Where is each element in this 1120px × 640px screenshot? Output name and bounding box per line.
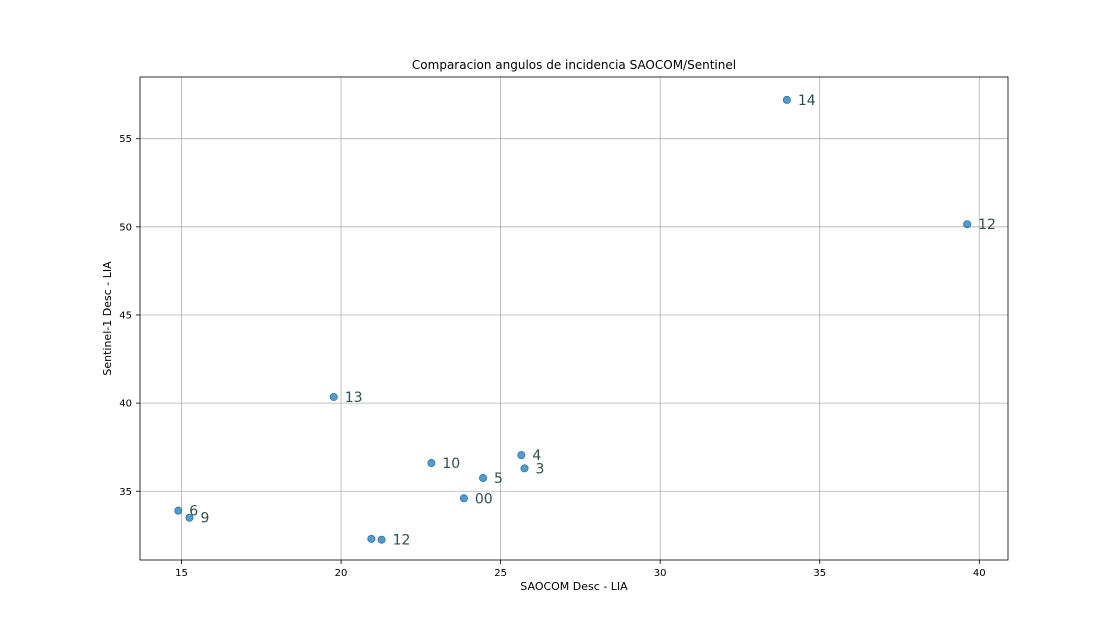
point-label: 00 bbox=[475, 491, 493, 507]
scatter-point bbox=[782, 95, 791, 104]
x-tick-label: 25 bbox=[494, 568, 507, 579]
y-axis-label: Sentinel-1 Desc - LIA bbox=[101, 261, 114, 376]
y-tick-label: 35 bbox=[119, 487, 132, 498]
scatter-point bbox=[963, 220, 972, 229]
plot-frame bbox=[139, 76, 1009, 561]
scatter-point bbox=[427, 459, 436, 468]
point-labels: 14 12 13 10 43 500 6 9 12 bbox=[189, 93, 996, 549]
point-label: 13 bbox=[345, 390, 363, 406]
y-tick-label: 45 bbox=[119, 310, 132, 321]
point-label: 14 bbox=[798, 93, 816, 109]
x-tick-label: 20 bbox=[335, 568, 348, 579]
x-tick-label: 15 bbox=[175, 568, 188, 579]
y-tick-label: 40 bbox=[119, 399, 132, 410]
chart-title: Comparacion angulos de incidencia SAOCOM… bbox=[412, 58, 736, 72]
point-label: 12 bbox=[393, 533, 411, 549]
point-label: 12 bbox=[978, 217, 996, 233]
x-tick-label: 30 bbox=[654, 568, 667, 579]
scatter-point bbox=[329, 392, 338, 401]
scatter-points bbox=[174, 95, 972, 544]
y-tick-label: 55 bbox=[119, 134, 132, 145]
y-tick-label: 50 bbox=[119, 222, 132, 233]
point-label: 3 bbox=[536, 461, 545, 477]
grid-lines bbox=[140, 77, 1008, 560]
scatter-point bbox=[174, 506, 183, 515]
scatter-point bbox=[517, 451, 526, 460]
point-label: 10 bbox=[442, 456, 460, 472]
scatter-point bbox=[367, 534, 376, 543]
scatter-point bbox=[479, 474, 488, 483]
scatter-point bbox=[185, 513, 194, 522]
scatter-point bbox=[377, 535, 386, 544]
x-axis-label: SAOCOM Desc - LIA bbox=[520, 580, 628, 593]
point-label: 5 bbox=[494, 471, 503, 487]
x-tick-label: 40 bbox=[973, 568, 986, 579]
x-tick-label: 35 bbox=[813, 568, 826, 579]
point-label: 4 bbox=[532, 448, 541, 464]
scatter-point bbox=[459, 494, 468, 503]
point-label: 9 bbox=[200, 511, 209, 527]
scatter-point bbox=[520, 464, 529, 473]
point-label: 6 bbox=[189, 504, 198, 520]
